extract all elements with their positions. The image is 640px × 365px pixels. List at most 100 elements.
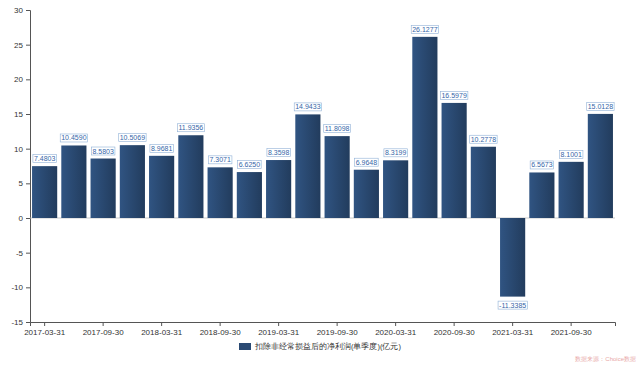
y-tick-mark (26, 253, 30, 254)
bar (354, 170, 379, 218)
legend-label: 扣除非经常损益后的净利润(单季度)(亿元) (254, 342, 401, 351)
data-label: 8.9681 (151, 145, 173, 152)
y-tick: 5 (19, 179, 30, 188)
data-label-box (470, 135, 497, 143)
data-label-box (33, 155, 57, 163)
y-tick-label: 25 (14, 41, 23, 50)
x-tick-mark (103, 322, 104, 326)
y-tick-mark (26, 114, 30, 115)
x-tick: 2020-03-31 (375, 322, 416, 337)
y-tick-mark (26, 149, 30, 150)
x-axis: 2017-03-31 2017-09-30 2018-03-31 2018-09-30… (24, 322, 615, 337)
data-label-group: 7.3071 (208, 156, 232, 164)
bar (149, 156, 174, 218)
data-label: 8.3199 (385, 149, 407, 156)
data-label-group: 11.8098 (324, 125, 351, 133)
data-label-box (91, 147, 115, 155)
bar (91, 159, 116, 218)
data-label-group: 6.9648 (355, 158, 379, 166)
data-label-group: 14.9433 (294, 103, 321, 111)
data-label-box (267, 149, 291, 157)
x-tick-mark (337, 322, 338, 326)
y-axis: -15-10-5051015202530 (11, 6, 30, 327)
y-tick: 25 (14, 41, 30, 50)
x-tick-label: 2017-09-30 (83, 328, 124, 337)
y-tick-mark (26, 10, 30, 11)
y-tick-mark (26, 183, 30, 184)
y-tick-label: 5 (19, 179, 24, 188)
source-note: 数据来源：Choice数据 (575, 356, 636, 362)
data-label-box (60, 134, 87, 142)
x-tick-mark (395, 322, 396, 326)
y-tick-label: -10 (11, 283, 23, 292)
data-label: 11.9356 (178, 124, 203, 131)
data-label-group: 8.3598 (267, 149, 291, 157)
x-tick-mark (454, 322, 455, 326)
data-label-group: 8.1001 (559, 150, 583, 158)
y-tick-mark (26, 45, 30, 46)
x-tick-mark (571, 322, 572, 326)
data-label: 15.0128 (588, 103, 613, 110)
data-label-box (355, 158, 379, 166)
data-label: 14.9433 (295, 103, 320, 110)
bar (32, 166, 57, 218)
data-label-box (530, 161, 554, 169)
x-tick-label: 2021-03-31 (492, 328, 533, 337)
legend-swatch (239, 343, 251, 350)
data-label: 26.1277 (412, 26, 437, 33)
bar (442, 103, 467, 218)
data-label: 6.5673 (531, 161, 553, 168)
y-tick-label: 20 (14, 75, 23, 84)
x-tick-label: 2021-09-30 (551, 328, 592, 337)
x-tick: 2021-03-31 (492, 322, 533, 337)
data-label: 8.3598 (268, 149, 290, 156)
data-label-group: 6.6250 (238, 161, 262, 169)
data-label-box (208, 156, 232, 164)
x-tick-label: 2020-03-31 (375, 328, 416, 337)
data-label: -11.3385 (499, 302, 526, 309)
y-tick: 0 (19, 214, 30, 223)
data-label-group: 15.0128 (587, 102, 614, 110)
x-tick-mark (220, 322, 221, 326)
data-label: 6.9648 (356, 159, 378, 166)
plot: -15-10-50510152025302017-03-312017-09-30… (11, 6, 615, 337)
data-label: 16.5979 (441, 92, 466, 99)
bar (61, 145, 86, 218)
data-label-box (150, 144, 174, 152)
bar (178, 135, 203, 218)
data-label-box (411, 25, 438, 33)
data-labels: 7.480310.45908.580310.50698.968111.93567… (33, 25, 614, 309)
data-label-box (587, 102, 614, 110)
x-tick: 2018-03-31 (141, 322, 182, 337)
x-tick-label: 2018-09-30 (200, 328, 241, 337)
y-tick: 30 (14, 6, 30, 15)
data-label-box (498, 301, 527, 309)
x-tick-label: 2017-03-31 (24, 328, 65, 337)
bar (588, 114, 613, 218)
data-label-group: 10.4590 (60, 134, 87, 142)
legend: 扣除非经常损益后的净利润(单季度)(亿元) (239, 342, 401, 351)
bar (208, 167, 233, 218)
bar (120, 145, 145, 218)
data-label-box (294, 103, 321, 111)
y-tick-mark (26, 79, 30, 80)
bar (325, 136, 350, 218)
x-tick-label: 2019-09-30 (317, 328, 358, 337)
bar (383, 160, 408, 218)
data-label-group: 8.3199 (384, 149, 408, 157)
data-label-box (440, 91, 467, 99)
x-tick: 2017-09-30 (83, 322, 124, 337)
chart: -15-10-50510152025302017-03-312017-09-30… (0, 0, 640, 365)
x-tick-label: 2018-03-31 (141, 328, 182, 337)
data-label: 7.4803 (34, 155, 56, 162)
x-tick-mark (44, 322, 45, 326)
data-label-group: 10.2778 (470, 135, 497, 143)
data-label-group: 11.9356 (177, 124, 204, 132)
data-label-box (324, 125, 351, 133)
x-tick: 2021-09-30 (551, 322, 592, 337)
x-tick-mark (278, 322, 279, 326)
data-label: 8.1001 (560, 151, 582, 158)
bar (500, 218, 525, 297)
data-label: 7.3071 (209, 156, 231, 163)
y-tick: 10 (14, 145, 30, 154)
